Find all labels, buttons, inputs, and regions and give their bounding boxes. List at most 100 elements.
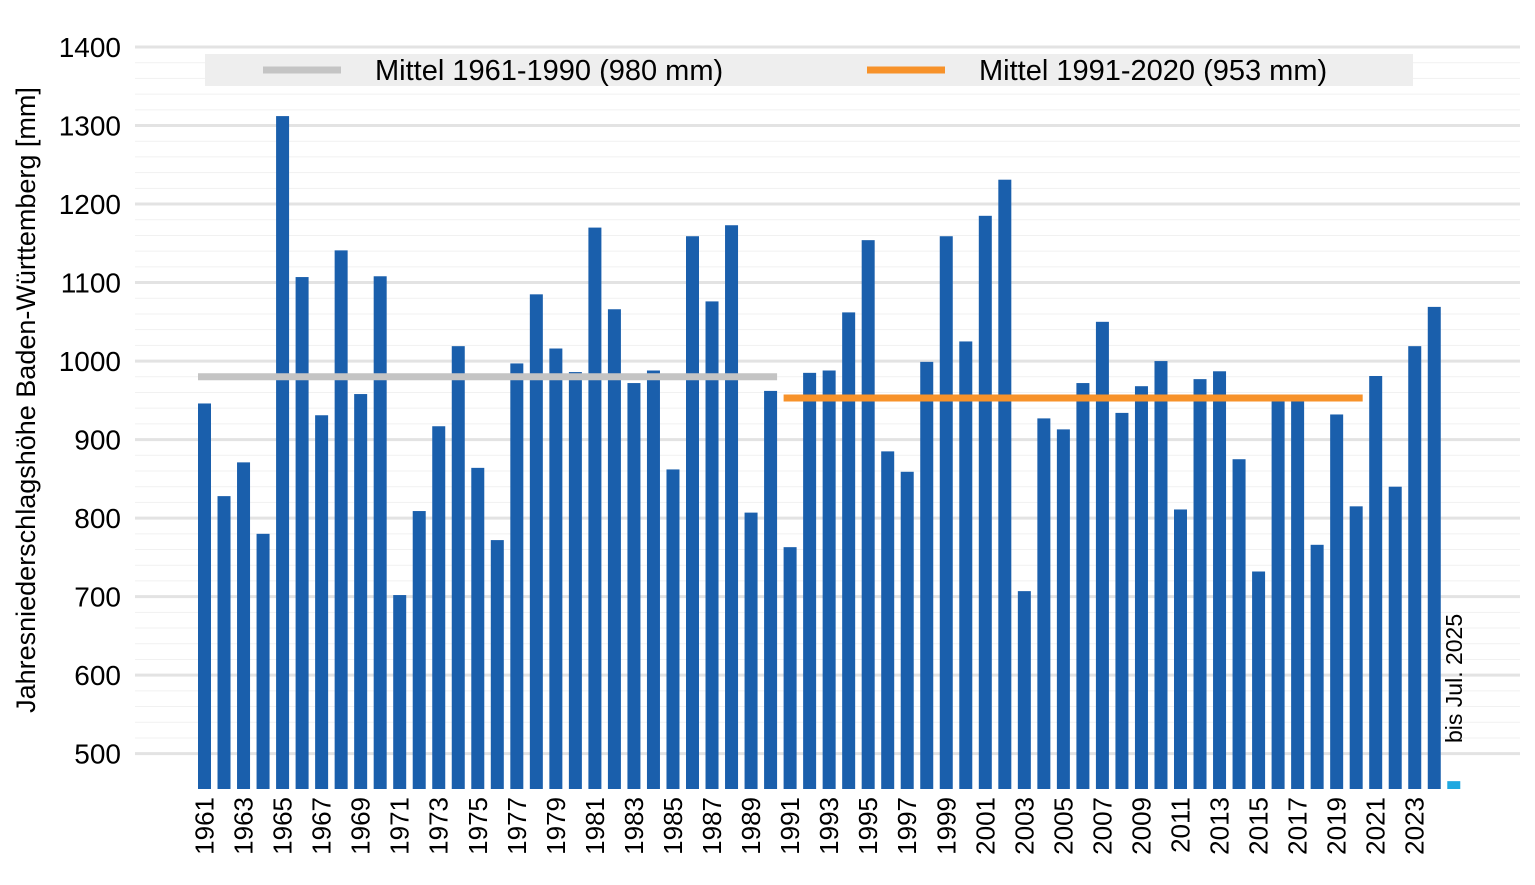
bar-1981 xyxy=(588,227,602,789)
bar-1961 xyxy=(198,403,211,789)
x-tick-label: 2007 xyxy=(1087,797,1117,855)
y-tick-label: 1200 xyxy=(59,189,121,220)
x-tick-label: 1995 xyxy=(853,797,883,855)
x-tick-label: 1967 xyxy=(307,797,337,855)
bar-2013 xyxy=(1213,371,1227,789)
bar-2014 xyxy=(1232,459,1246,789)
x-tick-label: 1979 xyxy=(541,797,571,855)
y-axis-label: Jahresniederschlagshöhe Baden-Württember… xyxy=(11,87,41,713)
bar-2000 xyxy=(959,341,973,789)
bar-1991 xyxy=(783,547,797,789)
bar-1975 xyxy=(471,467,485,789)
x-tick-label: 1983 xyxy=(619,797,649,855)
x-tick-label: 1961 xyxy=(190,797,220,855)
bar-1999 xyxy=(939,236,953,790)
bar-1980 xyxy=(568,372,582,789)
bar-2019 xyxy=(1330,414,1344,789)
reference-lines xyxy=(198,373,1363,402)
x-tick-label: 1981 xyxy=(580,797,610,855)
x-tick-label: 1987 xyxy=(697,797,727,855)
x-tick-label: 2005 xyxy=(1048,797,1078,855)
bar-2023 xyxy=(1408,346,1422,789)
bar-1993 xyxy=(822,370,836,789)
y-axis-ticks: 500 600 700 800 900 1000 1100 1200 1300 1400 xyxy=(59,32,121,770)
x-tick-label: 1969 xyxy=(346,797,376,855)
x-tick-label: 1963 xyxy=(229,797,259,855)
y-tick-label: 1300 xyxy=(59,111,121,142)
bar-2004 xyxy=(1037,418,1051,789)
bar-1978 xyxy=(529,294,543,789)
bar-1988 xyxy=(725,225,739,789)
bar-1964 xyxy=(256,533,270,789)
bar-1977 xyxy=(510,363,524,789)
bar-2011 xyxy=(1174,509,1187,789)
bar-2009 xyxy=(1134,386,1148,789)
bar-1989 xyxy=(744,512,758,789)
x-tick-label: 2015 xyxy=(1244,797,1274,855)
y-tick-label: 900 xyxy=(74,425,121,456)
bar-2018 xyxy=(1310,544,1324,789)
y-tick-label: 600 xyxy=(74,660,121,691)
bar-2012 xyxy=(1193,379,1207,789)
bar-2025 xyxy=(1447,781,1461,789)
bar-1966 xyxy=(295,277,309,789)
bar-1970 xyxy=(373,276,387,790)
y-tick-label: 1100 xyxy=(61,268,121,299)
bar-1974 xyxy=(451,346,465,789)
bar-1994 xyxy=(842,312,856,789)
x-tick-label: 2001 xyxy=(970,797,1000,855)
bar-1984 xyxy=(646,370,660,789)
bar-2002 xyxy=(998,179,1012,789)
legend-label-mittel-1991-2020: Mittel 1991-2020 (953 mm) xyxy=(979,55,1327,87)
x-tick-label: 1973 xyxy=(424,797,454,855)
bar-1969 xyxy=(354,394,368,789)
x-tick-label: 1999 xyxy=(931,797,961,855)
bar-2008 xyxy=(1115,412,1129,789)
bar-2020 xyxy=(1349,506,1363,789)
bar-1990 xyxy=(764,390,778,789)
annotation-bis-jul-2025: bis Jul. 2025 xyxy=(1441,614,1467,743)
bar-2010 xyxy=(1154,361,1168,789)
bar-2015 xyxy=(1252,571,1266,789)
bar-1983 xyxy=(627,383,641,789)
legend-label-mittel-1961-1990: Mittel 1961-1990 (980 mm) xyxy=(375,55,723,87)
y-tick-label: 1400 xyxy=(59,32,121,63)
x-tick-label: 2013 xyxy=(1205,797,1235,855)
bar-1982 xyxy=(607,309,621,789)
x-tick-label: 1989 xyxy=(736,797,766,855)
x-tick-label: 1997 xyxy=(892,797,922,855)
bar-2022 xyxy=(1388,486,1402,789)
bar-2007 xyxy=(1095,321,1109,789)
x-axis-ticks: 1961 1963 1965 1967 1969 1971 1973 1975 1977 1979… xyxy=(190,797,1430,855)
x-tick-label: 1971 xyxy=(385,797,415,855)
bar-2021 xyxy=(1369,375,1383,789)
bar-1963 xyxy=(237,462,251,789)
x-tick-label: 2011 xyxy=(1166,797,1196,853)
x-tick-label: 2017 xyxy=(1283,797,1313,855)
x-tick-label: 1985 xyxy=(658,797,688,855)
bar-1968 xyxy=(334,250,348,789)
bar-1987 xyxy=(705,301,719,789)
x-tick-label: 1975 xyxy=(463,797,493,855)
x-tick-label: 1991 xyxy=(775,797,805,855)
bar-1972 xyxy=(412,511,426,789)
bar-2005 xyxy=(1056,429,1070,789)
bar-1997 xyxy=(900,471,914,789)
bar-2001 xyxy=(978,215,992,789)
bar-1992 xyxy=(803,372,817,789)
x-tick-label: 1977 xyxy=(502,797,532,855)
legend-box xyxy=(205,54,1413,86)
bar-1976 xyxy=(490,540,504,789)
bar-1995 xyxy=(861,240,875,790)
bar-2016 xyxy=(1271,398,1285,789)
bar-1967 xyxy=(315,415,329,789)
bar-2024 xyxy=(1427,306,1441,789)
bar-1985 xyxy=(666,469,680,789)
bar-2006 xyxy=(1076,383,1090,789)
y-tick-label: 700 xyxy=(74,582,121,613)
bar-2003 xyxy=(1017,591,1031,789)
x-tick-label: 2003 xyxy=(1009,797,1039,855)
x-tick-label: 2021 xyxy=(1361,797,1391,855)
bar-1998 xyxy=(920,361,934,789)
